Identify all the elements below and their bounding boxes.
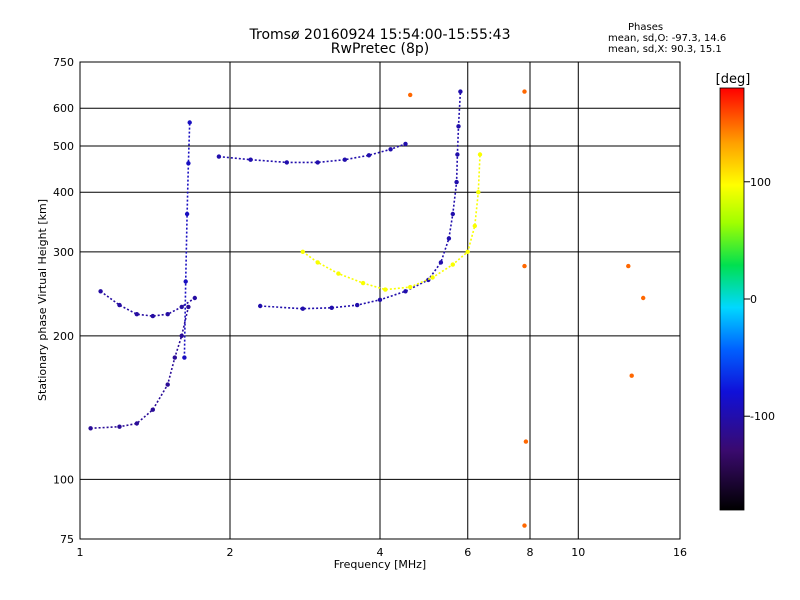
data-point	[150, 313, 155, 319]
x-tick-label: 10	[571, 546, 585, 559]
y-tick-label: 600	[53, 102, 74, 115]
trace-line	[302, 154, 481, 291]
data-point	[329, 305, 334, 310]
y-tick-label: 200	[53, 330, 74, 343]
data-point	[179, 333, 184, 338]
data-point	[458, 89, 463, 94]
chart-title: Tromsø 20160924 15:54:00-15:55:43	[249, 27, 511, 43]
y-tick-label: 75	[60, 533, 74, 546]
data-point	[523, 439, 529, 444]
x-tick-label: 2	[227, 546, 234, 559]
data-point	[522, 263, 527, 269]
plot-frame	[79, 61, 681, 540]
series-low-f-trace	[98, 289, 197, 319]
series-scattered-noise	[408, 89, 646, 528]
data-point	[629, 373, 634, 378]
data-point	[186, 304, 191, 310]
data-point	[186, 161, 191, 166]
trace-line	[90, 306, 190, 430]
stats-x-mode: mean, sd,X: 90.3, 15.1	[608, 44, 722, 55]
trace-line	[218, 143, 406, 164]
x-tick-label: 6	[464, 546, 471, 559]
data-point	[248, 157, 253, 162]
data-point	[165, 312, 170, 317]
y-tick-label: 400	[53, 186, 74, 199]
colorbar-tick-label: -100	[750, 410, 775, 423]
y-tick-label: 500	[53, 140, 74, 153]
data-point	[522, 523, 527, 528]
stats-header: Phases	[628, 22, 664, 33]
data-point	[300, 306, 305, 311]
x-tick-label: 1	[77, 546, 84, 559]
data-point	[446, 236, 452, 241]
x-tick-label: 16	[673, 546, 687, 559]
data-point	[383, 287, 388, 292]
data-point	[641, 295, 646, 301]
data-point	[522, 89, 527, 94]
series-low-e-trace	[88, 304, 191, 431]
trace-line	[100, 290, 196, 317]
data-point	[342, 157, 347, 162]
colorbar-tick-label: 100	[750, 176, 771, 189]
data-point	[477, 152, 483, 157]
stats-o-mode: mean, sd,O: -97.3, 14.6	[608, 33, 727, 44]
trace-line	[260, 91, 462, 310]
y-tick-label: 100	[53, 473, 74, 486]
series-o-mode-upper-branch	[216, 141, 408, 165]
data-point	[626, 263, 631, 269]
colorbar-tick-label: 0	[750, 293, 757, 306]
data-point	[315, 160, 320, 165]
x-tick-label: 4	[377, 546, 384, 559]
colorbar	[720, 88, 744, 510]
series-spread-vertical	[182, 120, 192, 360]
y-axis-label: Stationary phase Virtual Height [km]	[36, 199, 49, 401]
chart-subtitle: RwPretec (8p)	[330, 41, 430, 57]
x-axis-label: Frequency [MHz]	[334, 558, 426, 571]
data-point	[408, 92, 413, 98]
series-x-mode-f-layer-trace	[300, 152, 483, 292]
data-point	[184, 211, 190, 217]
y-tick-label: 300	[53, 246, 74, 259]
x-tick-label: 8	[527, 546, 534, 559]
colorbar-label: [deg]	[716, 72, 751, 87]
data-point	[187, 120, 192, 125]
y-tick-label: 750	[53, 56, 74, 69]
